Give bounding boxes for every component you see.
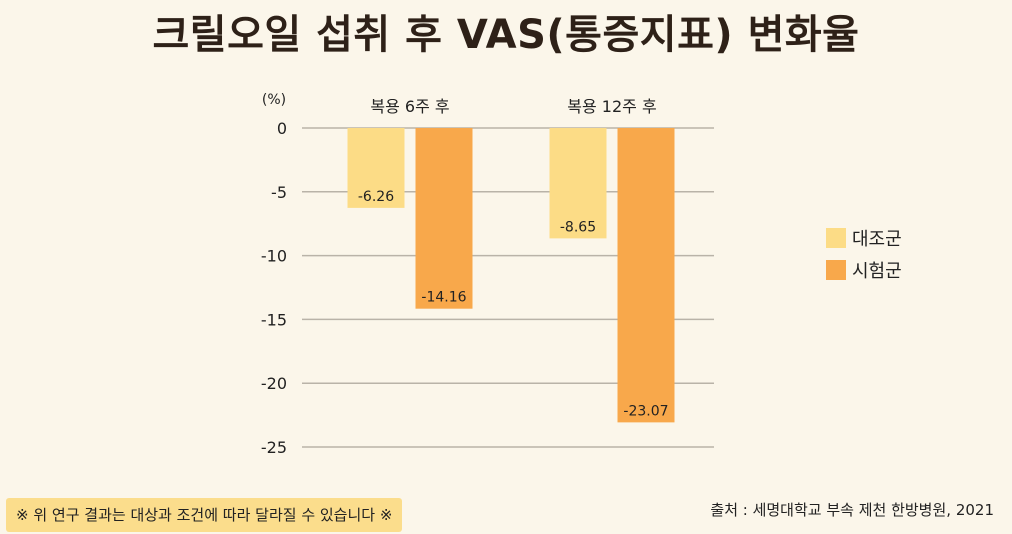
value-label: -14.16	[421, 290, 466, 306]
value-label: -8.65	[560, 219, 596, 235]
y-tick-label: -5	[271, 183, 287, 202]
value-label: -6.26	[358, 189, 394, 205]
labels: 복용 6주 후 -6.26 -14.16 복용 12주 후 -8.65 -23.07	[358, 97, 669, 419]
y-tick-label: 0	[277, 119, 287, 138]
group-label: 복용 12주 후	[567, 97, 656, 116]
bars	[347, 128, 675, 423]
y-axis: 0 -5 -10 -15 -20 -25 (%)	[261, 92, 287, 457]
y-tick-label: -20	[261, 374, 287, 393]
disclaimer-note: ※ 위 연구 결과는 대상과 조건에 따라 달라질 수 있습니다 ※	[6, 498, 403, 532]
bar	[415, 128, 473, 309]
bar	[347, 128, 405, 208]
legend-label-control: 대조군	[852, 229, 902, 250]
y-unit-label: (%)	[262, 92, 286, 108]
legend-label-test: 시험군	[852, 261, 902, 282]
y-tick-label: -10	[261, 247, 287, 266]
bar	[617, 128, 675, 423]
legend-item-test: 시험군	[826, 254, 902, 286]
legend-swatch-test	[826, 260, 846, 280]
legend-swatch-control	[826, 228, 846, 248]
source-credit: 출처 : 세명대학교 부속 제천 한방병원, 2021	[710, 501, 994, 519]
value-label: -23.07	[623, 403, 668, 419]
legend-item-control: 대조군	[826, 222, 902, 254]
page-title: 크릴오일 섭취 후 VAS(통증지표) 변화율	[152, 12, 860, 58]
y-tick-label: -15	[261, 310, 287, 329]
bar	[549, 128, 607, 239]
legend: 대조군 시험군	[826, 222, 902, 286]
y-tick-label: -25	[261, 438, 287, 457]
group-label: 복용 6주 후	[370, 97, 449, 116]
